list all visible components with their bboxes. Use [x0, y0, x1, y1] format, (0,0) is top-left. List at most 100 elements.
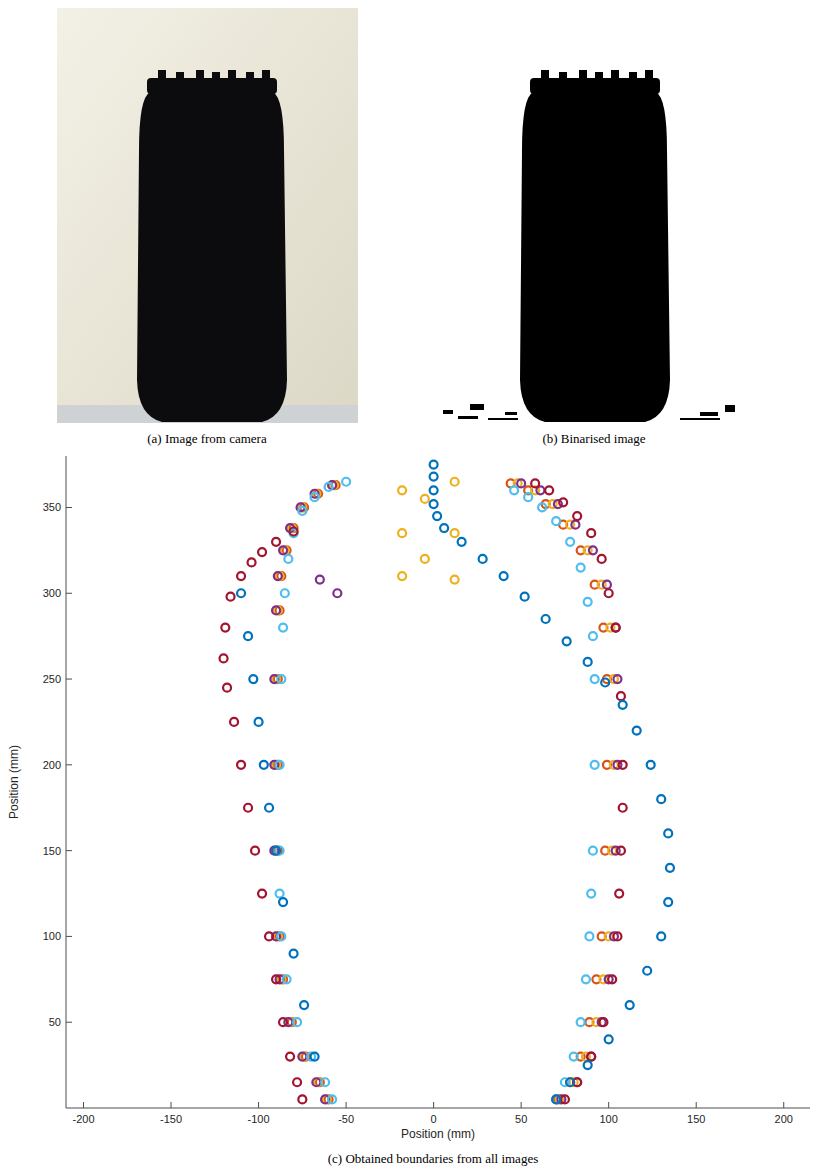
- boundary-point: [617, 692, 625, 700]
- boundary-point: [430, 486, 438, 494]
- series: [274, 479, 611, 1103]
- x-tick: [171, 1102, 172, 1108]
- boundary-point: [591, 761, 599, 769]
- boundary-point: [279, 624, 287, 632]
- boundary-point: [316, 576, 324, 584]
- caption: (a) Image from camera: [147, 431, 267, 446]
- bolt: [246, 72, 254, 82]
- boundary-point: [249, 675, 257, 683]
- boundary-point: [524, 493, 532, 501]
- bolt: [212, 72, 220, 82]
- boundary-point: [311, 493, 319, 501]
- boundary-point: [272, 975, 280, 983]
- panel-c: -200-150-100-500501001502005010015020025…: [7, 456, 810, 1166]
- boundary-point: [430, 473, 438, 481]
- panel-a: (a) Image from camera: [57, 8, 358, 446]
- y-axis: [66, 456, 67, 1108]
- boundary-point: [286, 1053, 294, 1061]
- boundary-point: [274, 572, 282, 580]
- series: [272, 478, 618, 1104]
- y-tick: [66, 850, 72, 851]
- boundary-point: [577, 564, 585, 572]
- boundary-point: [619, 701, 627, 709]
- boundary-point: [545, 486, 553, 494]
- boundary-point: [500, 572, 508, 580]
- noise-speck: [443, 410, 453, 414]
- boundary-point: [647, 761, 655, 769]
- boundary-point: [430, 461, 438, 469]
- x-tick: [521, 1102, 522, 1108]
- boundary-point: [237, 761, 245, 769]
- boundary-point: [657, 932, 665, 940]
- caption: (c) Obtained boundaries from all images: [328, 1151, 538, 1166]
- x-tick-label: -100: [248, 1113, 270, 1125]
- panel-b: (b) Binarised image: [440, 8, 748, 446]
- boundary-point: [258, 548, 266, 556]
- bolt: [262, 70, 270, 80]
- boundary-point: [584, 658, 592, 666]
- boundary-point: [272, 847, 280, 855]
- boundary-point: [433, 512, 441, 520]
- x-tick-label: 0: [431, 1113, 437, 1125]
- boundary-point: [220, 654, 228, 662]
- boundary-point: [325, 483, 333, 491]
- boundary-point: [333, 589, 341, 597]
- boundary-point: [584, 598, 592, 606]
- y-axis-title: Position (mm): [7, 745, 21, 819]
- x-tick: [83, 1102, 84, 1108]
- x-tick: [346, 1102, 347, 1108]
- bolt: [629, 72, 637, 82]
- boundary-point: [666, 864, 674, 872]
- boundary-point: [603, 581, 611, 589]
- boundary-point: [440, 524, 448, 532]
- series: [276, 478, 599, 1104]
- boundary-point: [619, 761, 627, 769]
- boundary-point: [421, 495, 429, 503]
- noise-speck: [505, 412, 517, 415]
- boundary-point: [279, 898, 287, 906]
- boundary-point: [619, 804, 627, 812]
- boundary-point: [237, 572, 245, 580]
- boundary-point: [573, 512, 581, 520]
- boundary-point: [589, 632, 597, 640]
- boundary-point: [255, 718, 263, 726]
- boundary-point: [561, 1095, 569, 1103]
- boundary-point: [626, 1001, 634, 1009]
- boundary-point: [277, 932, 285, 940]
- boundary-point: [458, 538, 466, 546]
- boundary-point: [571, 521, 579, 529]
- y-tick-label: 150: [43, 845, 61, 857]
- bolt: [645, 70, 653, 80]
- data-points: [220, 461, 674, 1104]
- boundary-point: [605, 589, 613, 597]
- bolt: [228, 70, 236, 80]
- boundary-point: [585, 932, 593, 940]
- boundary-point: [451, 576, 459, 584]
- boundary-point: [265, 932, 273, 940]
- boundary-point: [538, 503, 546, 511]
- boundary-point: [591, 675, 599, 683]
- boundary-point: [552, 1095, 560, 1103]
- boundary-point: [272, 606, 280, 614]
- boundary-point: [321, 1078, 329, 1086]
- boundary-point: [582, 975, 590, 983]
- boundary-point: [587, 529, 595, 537]
- boundary-point: [251, 847, 259, 855]
- boundary-point: [265, 804, 273, 812]
- noise-speck: [470, 404, 484, 410]
- boundary-point: [613, 675, 621, 683]
- boundary-point: [293, 1018, 301, 1026]
- y-tick-label: 300: [43, 587, 61, 599]
- boundary-point: [298, 507, 306, 515]
- boundary-point: [328, 1095, 336, 1103]
- y-tick: [66, 593, 72, 594]
- bolt: [559, 72, 567, 82]
- boundary-point: [398, 486, 406, 494]
- boundary-point: [587, 1053, 595, 1061]
- boundary-point: [230, 718, 238, 726]
- boundary-point: [221, 624, 229, 632]
- noise-speck: [458, 416, 478, 419]
- y-tick: [66, 507, 72, 508]
- boundary-point: [479, 555, 487, 563]
- boundary-point: [398, 529, 406, 537]
